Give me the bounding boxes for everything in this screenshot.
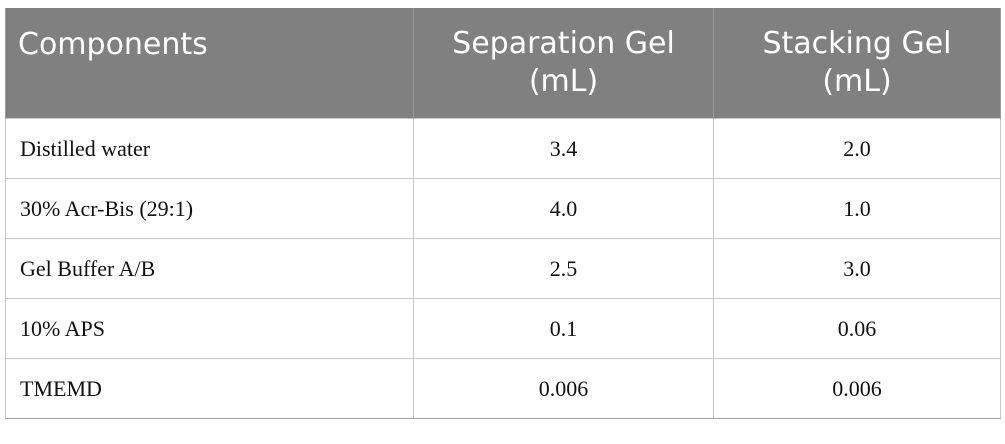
row-stacking-gel-cell: 2.0	[713, 118, 1001, 179]
header-components: Components	[5, 8, 414, 119]
table-body: Distilled water 3.4 2.0 30% Acr-Bis (29:…	[5, 118, 1001, 419]
header-stacking-gel-label: Stacking Gel	[762, 26, 952, 61]
header-separation-gel-label: Separation Gel	[452, 26, 675, 61]
row-stacking-gel-cell: 0.06	[713, 298, 1001, 359]
table-row: 30% Acr-Bis (29:1) 4.0 1.0	[5, 178, 1001, 239]
table-row: 10% APS 0.1 0.06	[5, 298, 1001, 359]
row-separation-gel-cell: 0.1	[413, 298, 714, 359]
row-component-cell: TMEMD	[5, 358, 414, 419]
table-row: Gel Buffer A/B 2.5 3.0	[5, 238, 1001, 299]
table-header: Components Separation Gel (mL) Stacking …	[5, 8, 1001, 119]
row-component-cell: Distilled water	[5, 118, 414, 179]
row-stacking-gel-cell: 0.006	[713, 358, 1001, 419]
header-row: Components Separation Gel (mL) Stacking …	[5, 8, 1001, 119]
row-component-cell: 30% Acr-Bis (29:1)	[5, 178, 414, 239]
gel-recipe-table-container: Components Separation Gel (mL) Stacking …	[5, 8, 1001, 419]
row-component-cell: 10% APS	[5, 298, 414, 359]
header-stacking-gel-unit: (mL)	[822, 64, 892, 99]
row-stacking-gel-cell: 1.0	[713, 178, 1001, 239]
table-row: Distilled water 3.4 2.0	[5, 118, 1001, 179]
row-separation-gel-cell: 3.4	[413, 118, 714, 179]
row-stacking-gel-cell: 3.0	[713, 238, 1001, 299]
header-stacking-gel: Stacking Gel (mL)	[713, 8, 1001, 119]
header-separation-gel-unit: (mL)	[528, 64, 599, 99]
gel-recipe-table: Components Separation Gel (mL) Stacking …	[5, 8, 1001, 419]
row-component-cell: Gel Buffer A/B	[5, 238, 414, 299]
row-separation-gel-cell: 2.5	[413, 238, 714, 299]
table-row: TMEMD 0.006 0.006	[5, 358, 1001, 419]
header-components-label: Components	[18, 27, 208, 62]
row-separation-gel-cell: 4.0	[413, 178, 714, 239]
row-separation-gel-cell: 0.006	[413, 358, 714, 419]
header-separation-gel: Separation Gel (mL)	[413, 8, 714, 119]
